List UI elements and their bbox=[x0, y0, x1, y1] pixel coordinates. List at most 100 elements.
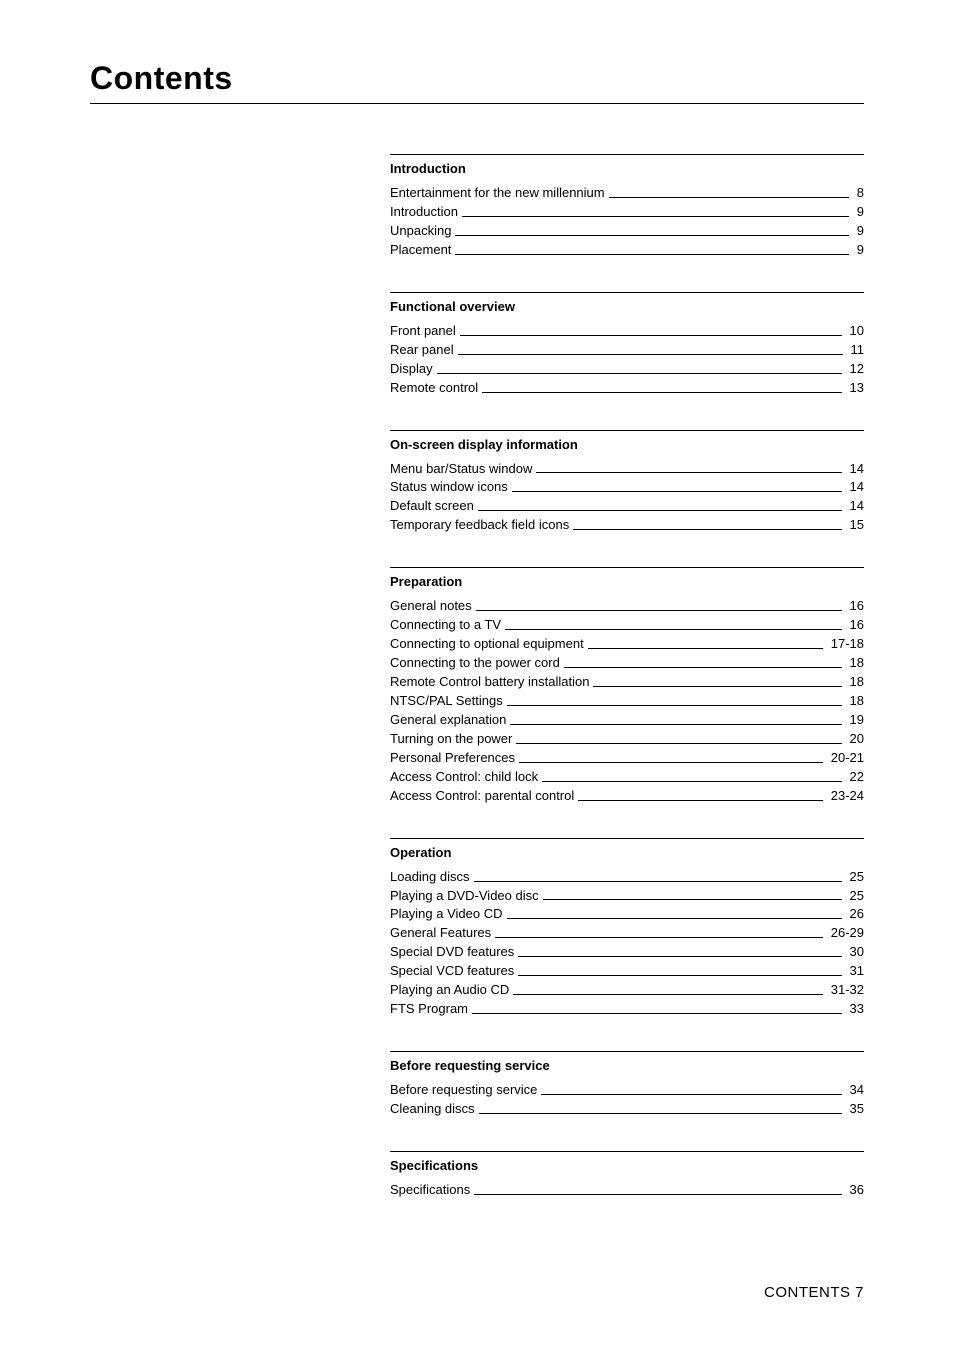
section-divider bbox=[390, 154, 864, 155]
toc-page-number: 26 bbox=[846, 907, 864, 922]
toc-row: Entertainment for the new millennium 8 bbox=[390, 186, 864, 201]
toc-leader-line bbox=[588, 640, 823, 649]
toc-page-number: 13 bbox=[846, 381, 864, 396]
page-title: Contents bbox=[90, 60, 864, 97]
toc-section: On-screen display informationMenu bar/St… bbox=[390, 430, 864, 534]
toc-page-number: 15 bbox=[846, 518, 864, 533]
toc-row: Playing a Video CD 26 bbox=[390, 907, 864, 922]
section-heading: Specifications bbox=[390, 1158, 864, 1173]
toc-row: Special DVD features30 bbox=[390, 945, 864, 960]
toc-leader-line bbox=[458, 346, 843, 355]
toc-page-number: 23-24 bbox=[827, 789, 864, 804]
toc-leader-line bbox=[437, 365, 842, 374]
toc-leader-line bbox=[536, 465, 841, 474]
toc-label: Introduction bbox=[390, 205, 462, 220]
toc-leader-line bbox=[542, 773, 841, 782]
toc-leader-line bbox=[519, 754, 823, 763]
toc-section: Introduction Entertainment for the new mi… bbox=[390, 154, 864, 258]
toc-row: Special VCD features 31 bbox=[390, 964, 864, 979]
toc-label: Connecting to a TV bbox=[390, 618, 505, 633]
toc-row: FTS Program33 bbox=[390, 1002, 864, 1017]
toc-page-number: 20 bbox=[846, 732, 864, 747]
toc-page-number: 25 bbox=[846, 889, 864, 904]
toc-label: FTS Program bbox=[390, 1002, 472, 1017]
toc-row: Status window icons14 bbox=[390, 480, 864, 495]
toc-leader-line bbox=[474, 1186, 841, 1195]
toc-page-number: 31 bbox=[846, 964, 864, 979]
toc-label: Status window icons bbox=[390, 480, 512, 495]
toc-page-number: 35 bbox=[846, 1102, 864, 1117]
toc-row: Display 12 bbox=[390, 362, 864, 377]
toc-leader-line bbox=[518, 948, 841, 957]
toc-row: Rear panel11 bbox=[390, 343, 864, 358]
toc-page-number: 31-32 bbox=[827, 983, 864, 998]
toc-label: Remote control bbox=[390, 381, 482, 396]
toc-row: Access Control: child lock22 bbox=[390, 770, 864, 785]
toc-page-number: 22 bbox=[846, 770, 864, 785]
toc-label: Playing a Video CD bbox=[390, 907, 507, 922]
section-divider bbox=[390, 1051, 864, 1052]
toc-row: Personal Preferences20-21 bbox=[390, 751, 864, 766]
toc-page-number: 18 bbox=[846, 675, 864, 690]
toc-label: Connecting to the power cord bbox=[390, 656, 564, 671]
toc-leader-line bbox=[455, 246, 848, 255]
toc-row: Before requesting service34 bbox=[390, 1083, 864, 1098]
toc-leader-line bbox=[510, 716, 841, 725]
toc-row: NTSC/PAL Settings18 bbox=[390, 694, 864, 709]
toc-page-number: 10 bbox=[846, 324, 864, 339]
toc-row: Connecting to the power cord 18 bbox=[390, 656, 864, 671]
toc-label: Default screen bbox=[390, 499, 478, 514]
toc-row: General Features26-29 bbox=[390, 926, 864, 941]
toc-page-number: 9 bbox=[853, 205, 864, 220]
toc-page-number: 11 bbox=[847, 343, 865, 358]
toc-label: Front panel bbox=[390, 324, 460, 339]
toc-page-number: 20-21 bbox=[827, 751, 864, 766]
toc-leader-line bbox=[518, 967, 841, 976]
toc-leader-line bbox=[593, 678, 841, 687]
toc-leader-line bbox=[460, 327, 842, 336]
toc-page-number: 8 bbox=[853, 186, 864, 201]
toc-page-number: 14 bbox=[846, 499, 864, 514]
toc-label: Access Control: parental control bbox=[390, 789, 578, 804]
toc-page-number: 9 bbox=[853, 243, 864, 258]
toc-page-number: 16 bbox=[846, 599, 864, 614]
section-divider bbox=[390, 838, 864, 839]
toc-label: Display bbox=[390, 362, 437, 377]
toc-label: Special VCD features bbox=[390, 964, 518, 979]
toc-label: Remote Control battery installation bbox=[390, 675, 593, 690]
toc-leader-line bbox=[505, 621, 841, 630]
toc-page-number: 17-18 bbox=[827, 637, 864, 652]
toc-row: General explanation19 bbox=[390, 713, 864, 728]
toc-leader-line bbox=[516, 735, 841, 744]
toc-page-number: 12 bbox=[846, 362, 864, 377]
toc-leader-line bbox=[507, 697, 842, 706]
toc-label: Unpacking bbox=[390, 224, 455, 239]
toc-label: Placement bbox=[390, 243, 455, 258]
section-heading: Operation bbox=[390, 845, 864, 860]
toc-row: Specifications36 bbox=[390, 1183, 864, 1198]
toc-row: Access Control: parental control 23-24 bbox=[390, 789, 864, 804]
toc-leader-line bbox=[462, 208, 849, 217]
toc-label: Playing an Audio CD bbox=[390, 983, 513, 998]
toc-section: OperationLoading discs25Playing a DVD-Vi… bbox=[390, 838, 864, 1018]
toc-row: Connecting to optional equipment17-18 bbox=[390, 637, 864, 652]
toc-section: PreparationGeneral notes16Connecting to … bbox=[390, 567, 864, 803]
page: Contents Introduction Entertainment for t… bbox=[0, 0, 954, 1351]
toc-leader-line bbox=[455, 227, 848, 236]
toc-row: Turning on the power 20 bbox=[390, 732, 864, 747]
toc-page-number: 16 bbox=[846, 618, 864, 633]
toc-row: Default screen 14 bbox=[390, 499, 864, 514]
toc-page-number: 18 bbox=[846, 656, 864, 671]
toc-leader-line bbox=[512, 484, 842, 493]
toc-row: Cleaning discs35 bbox=[390, 1102, 864, 1117]
toc-page-number: 9 bbox=[853, 224, 864, 239]
toc-leader-line bbox=[476, 602, 842, 611]
toc-leader-line bbox=[564, 659, 842, 668]
toc-row: Temporary feedback field icons15 bbox=[390, 518, 864, 533]
toc-row: Connecting to a TV 16 bbox=[390, 618, 864, 633]
toc-label: Turning on the power bbox=[390, 732, 516, 747]
toc-leader-line bbox=[507, 911, 842, 920]
toc-label: Specifications bbox=[390, 1183, 474, 1198]
toc-label: Entertainment for the new millennium bbox=[390, 186, 609, 201]
toc-row: Front panel 10 bbox=[390, 324, 864, 339]
